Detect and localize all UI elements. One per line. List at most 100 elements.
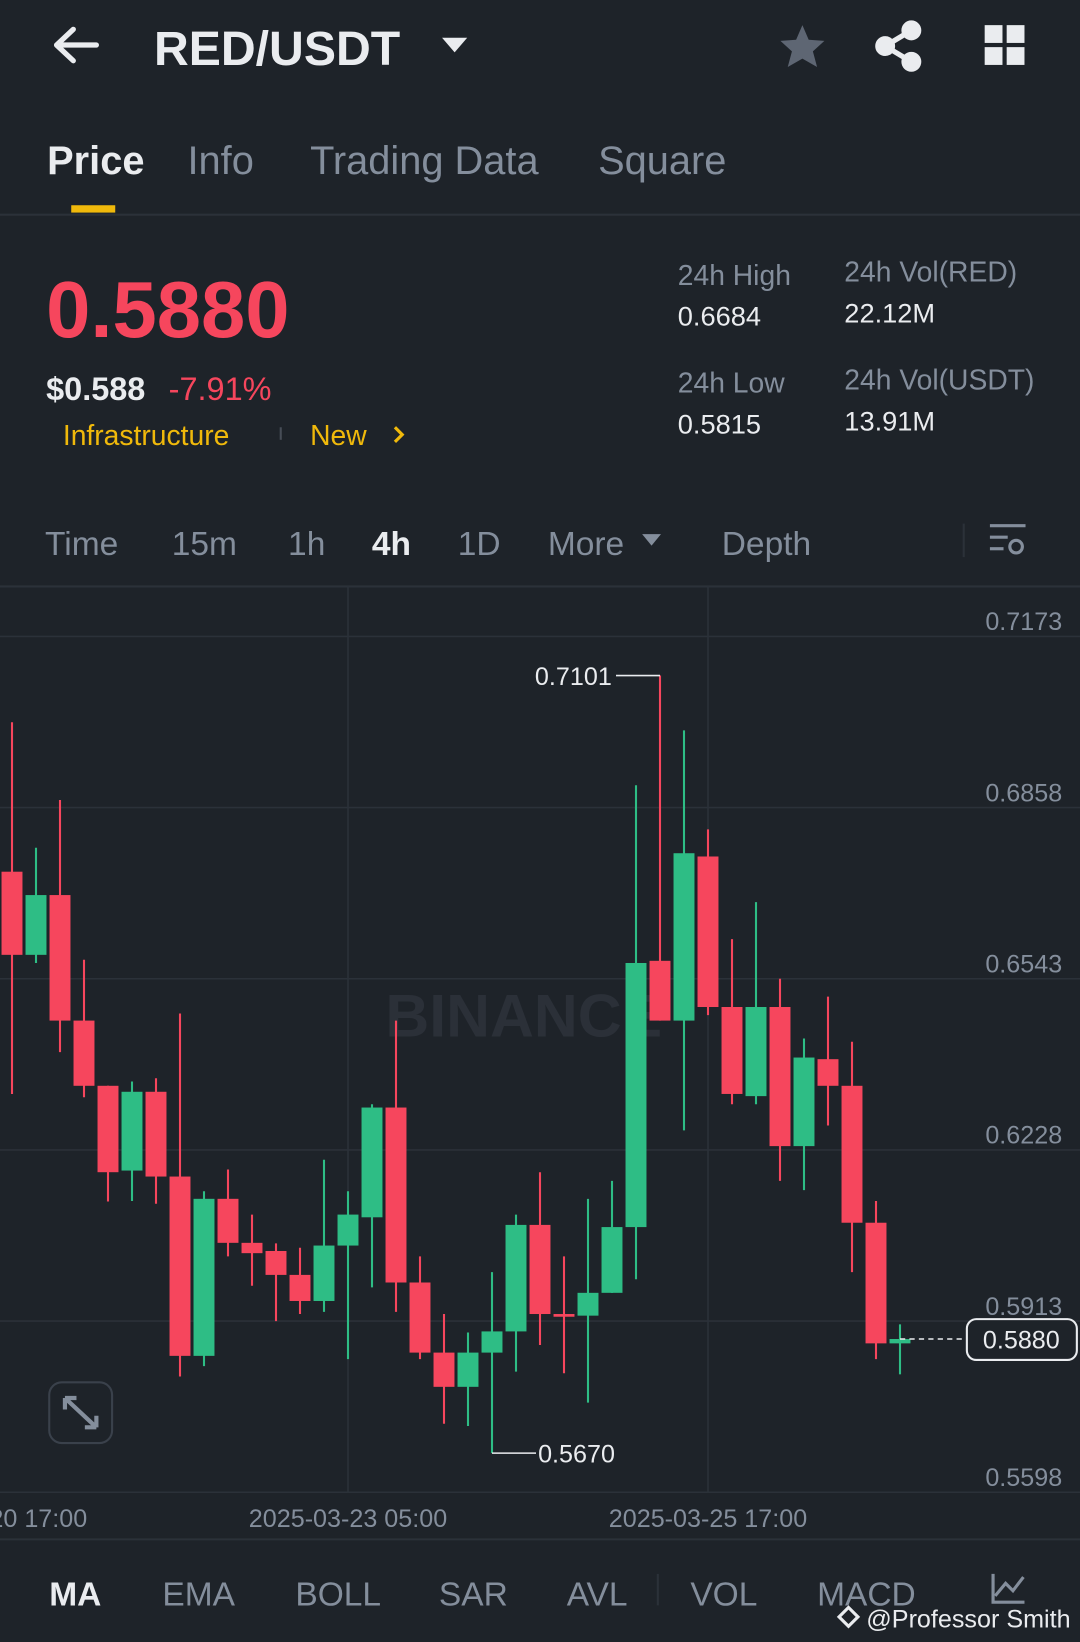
chart: BINANCE 0.5598 0.5913 0.6228 0.6543 0.6858 0.7…	[0, 586, 1080, 1533]
y-tick-label: 0.6228	[985, 1122, 1062, 1150]
interval[interactable]: 1h	[288, 526, 325, 563]
indicator[interactable]: AVL	[567, 1576, 628, 1613]
favorite-icon[interactable]	[780, 25, 825, 68]
candle-body	[97, 1085, 119, 1173]
stat-value: 0.5815	[678, 409, 761, 440]
interval[interactable]: More	[548, 526, 624, 563]
expand-button[interactable]	[48, 1381, 114, 1445]
candle-body	[1, 871, 23, 955]
indicator[interactable]: MACD	[817, 1576, 916, 1613]
y-tick-label: 0.6858	[985, 779, 1062, 807]
pair-dropdown[interactable]	[442, 37, 468, 53]
tab[interactable]: Info	[188, 139, 254, 183]
stat-label: 24h Vol(USDT)	[844, 364, 1034, 396]
y-tick-label: 0.5913	[985, 1293, 1062, 1321]
candle-body	[121, 1091, 143, 1171]
tag[interactable]: Infrastructure	[63, 419, 230, 451]
candle-body	[25, 895, 47, 955]
last-price-box	[965, 1318, 1078, 1362]
usd-price: $0.588	[46, 371, 145, 407]
last-price-label: 0.5880	[983, 1326, 1060, 1354]
candle-body	[337, 1214, 359, 1246]
candle-body	[577, 1292, 599, 1316]
candle-body	[385, 1107, 407, 1283]
candle-body	[361, 1107, 383, 1218]
candle-body	[481, 1331, 503, 1353]
stat-label: 24h High	[678, 259, 791, 291]
candle-body	[217, 1198, 239, 1243]
candle-body	[241, 1242, 263, 1254]
stat-value: 13.91M	[844, 405, 935, 436]
y-tick-label: 0.5598	[985, 1464, 1062, 1492]
candle-body	[457, 1352, 479, 1387]
indicator[interactable]: BOLL	[295, 1576, 381, 1613]
candle-body	[73, 1020, 95, 1086]
pair-title[interactable]: RED/USDT	[154, 22, 400, 76]
candle-body	[409, 1282, 431, 1353]
watermark: BINANCE	[385, 982, 662, 1050]
candle-body	[145, 1091, 167, 1177]
candle-body	[649, 960, 671, 1021]
tab[interactable]: Price	[47, 139, 144, 183]
candle-body	[697, 856, 719, 1008]
candle-body	[625, 962, 647, 1228]
x-tick-label: 2025-03-20 17:00	[0, 1505, 87, 1533]
candle-body	[169, 1176, 191, 1356]
stat-label: 24h Low	[678, 367, 785, 399]
y-tick-label: 0.7173	[985, 608, 1062, 636]
credit-icon	[836, 1605, 861, 1629]
candle-body	[313, 1245, 335, 1301]
indicator[interactable]: VOL	[690, 1576, 757, 1613]
candle-body	[49, 895, 71, 1021]
candle-body	[529, 1224, 551, 1315]
candle-body	[601, 1227, 623, 1293]
candle-body	[769, 1007, 791, 1147]
price-change: -7.91%	[169, 371, 272, 407]
share-icon[interactable]	[875, 20, 922, 72]
indicator[interactable]: EMA	[162, 1576, 235, 1613]
candle-body	[289, 1274, 311, 1301]
indicator-settings-icon[interactable]	[991, 1573, 1025, 1604]
candle-body	[721, 1007, 743, 1094]
candle-body	[505, 1224, 527, 1332]
stat-value: 0.6684	[678, 301, 761, 332]
back-button[interactable]	[53, 26, 99, 64]
candle-body	[433, 1352, 455, 1387]
x-tick-label: 2025-03-25 17:00	[609, 1505, 807, 1533]
candle-body	[193, 1198, 215, 1356]
tag-arrow[interactable]	[393, 426, 405, 444]
candle-body	[553, 1314, 575, 1317]
stat-value: 22.12M	[844, 298, 935, 329]
max-label: 0.7101	[535, 663, 612, 691]
x-tick-label: 2025-03-23 05:00	[249, 1505, 447, 1533]
tag[interactable]: New	[310, 419, 367, 451]
interval[interactable]: 4h	[372, 526, 411, 563]
candle-body	[793, 1057, 815, 1147]
interval[interactable]: 1D	[458, 526, 501, 563]
expand-icon[interactable]	[62, 1395, 99, 1430]
candle-body	[265, 1250, 287, 1275]
y-tick-label: 0.6543	[985, 950, 1062, 978]
more-dropdown[interactable]	[642, 534, 661, 546]
candle-body	[817, 1059, 839, 1086]
candle-body	[841, 1085, 863, 1223]
tab[interactable]: Trading Data	[310, 139, 539, 183]
tab-indicator	[71, 205, 116, 213]
credit: @Professor Smith	[866, 1605, 1070, 1633]
indicator[interactable]: SAR	[439, 1576, 508, 1613]
candle-body	[865, 1222, 887, 1344]
indicator[interactable]: MA	[49, 1576, 101, 1613]
chart-settings-icon[interactable]	[989, 524, 1026, 555]
candle-body	[889, 1339, 911, 1344]
menu-icon[interactable]	[984, 25, 1025, 65]
stat-label: 24h Vol(RED)	[844, 256, 1017, 288]
interval[interactable]: Time	[45, 526, 118, 563]
interval[interactable]: Depth	[722, 526, 811, 563]
interval[interactable]: 15m	[172, 526, 237, 563]
tab[interactable]: Square	[598, 139, 726, 183]
min-label: 0.5670	[538, 1441, 615, 1469]
last-price: 0.5880	[46, 265, 289, 354]
